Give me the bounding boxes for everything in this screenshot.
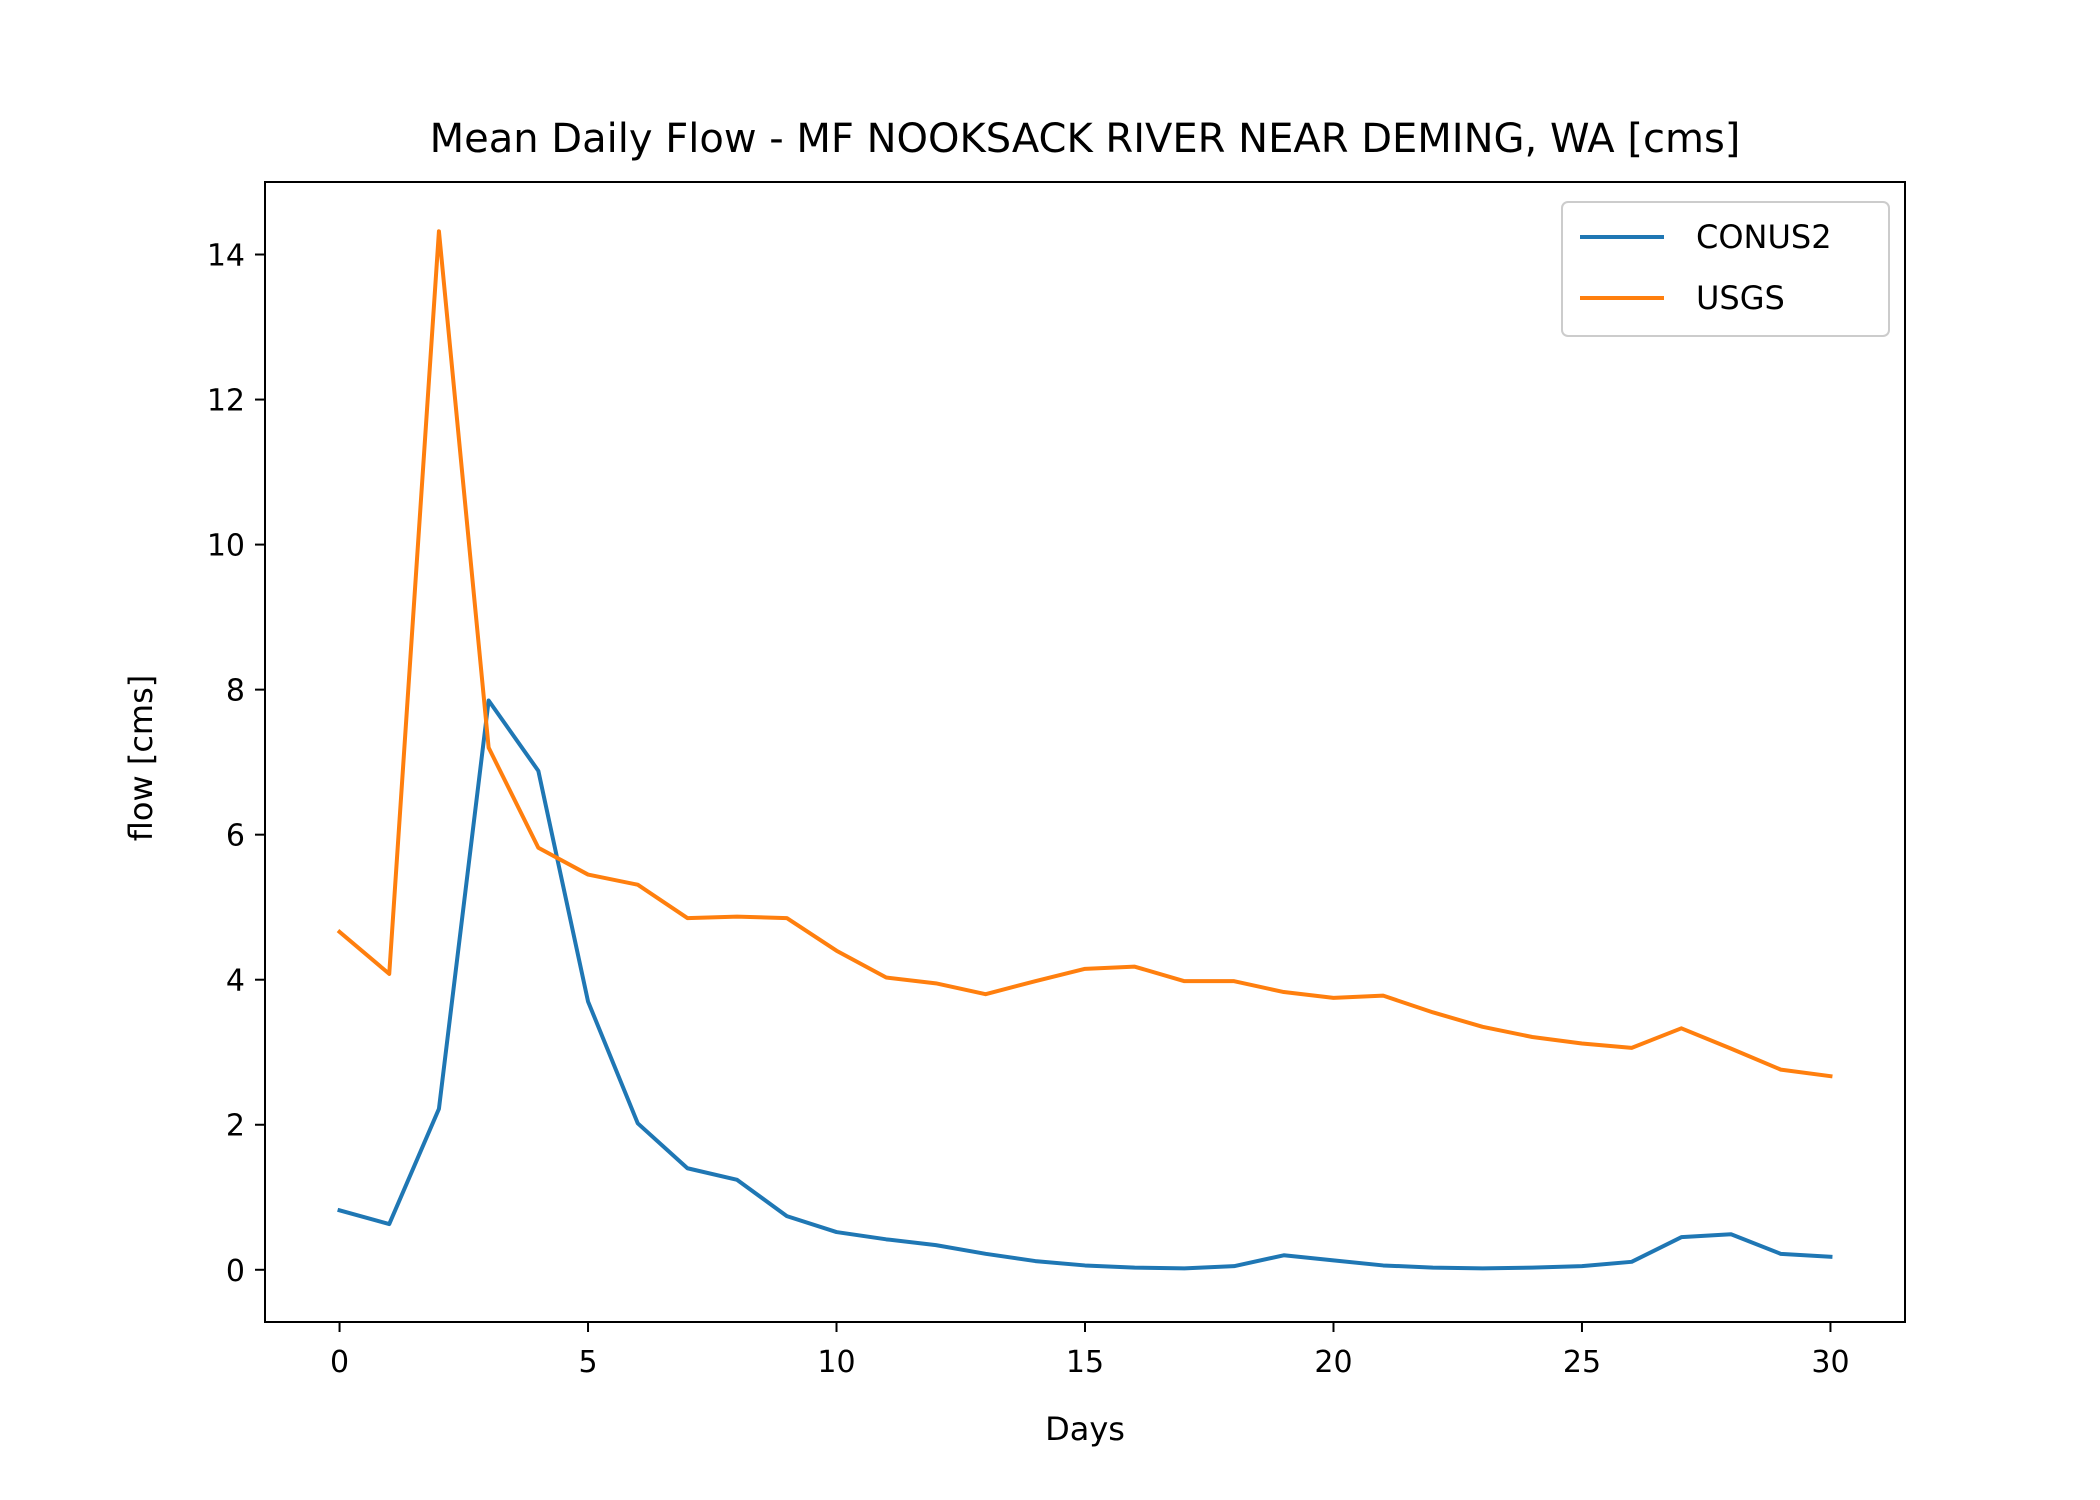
y-axis: 0 2 4 6 8 10 12 14 (207, 239, 265, 1289)
series-line-usgs (336, 229, 1833, 1079)
legend-label-usgs: USGS (1696, 279, 1785, 317)
series-layer (336, 229, 1833, 1271)
y-tick-label: 12 (207, 384, 245, 419)
y-tick-label: 14 (207, 239, 245, 274)
y-tick-label: 10 (207, 529, 245, 564)
y-tick-label: 2 (226, 1109, 245, 1144)
x-axis-label: Days (1045, 1410, 1125, 1448)
y-tick-label: 6 (226, 819, 245, 854)
x-tick-label: 25 (1563, 1345, 1601, 1380)
x-axis: 0 5 10 15 20 25 30 (330, 1322, 1850, 1380)
x-tick-label: 30 (1811, 1345, 1849, 1380)
y-axis-label: flow [cms] (122, 675, 160, 841)
chart-title: Mean Daily Flow - MF NOOKSACK RIVER NEAR… (430, 116, 1741, 162)
x-tick-label: 15 (1066, 1345, 1104, 1380)
legend: CONUS2 USGS (1561, 201, 1890, 337)
x-tick-label: 20 (1314, 1345, 1352, 1380)
x-tick-label: 5 (578, 1345, 597, 1380)
legend-label-conus2: CONUS2 (1696, 218, 1832, 256)
y-tick-label: 0 (226, 1254, 245, 1289)
x-tick-label: 0 (330, 1345, 349, 1380)
x-tick-label: 10 (817, 1345, 855, 1380)
series-line-conus2 (337, 698, 1833, 1271)
y-tick-label: 4 (226, 964, 245, 999)
y-tick-label: 8 (226, 674, 245, 709)
